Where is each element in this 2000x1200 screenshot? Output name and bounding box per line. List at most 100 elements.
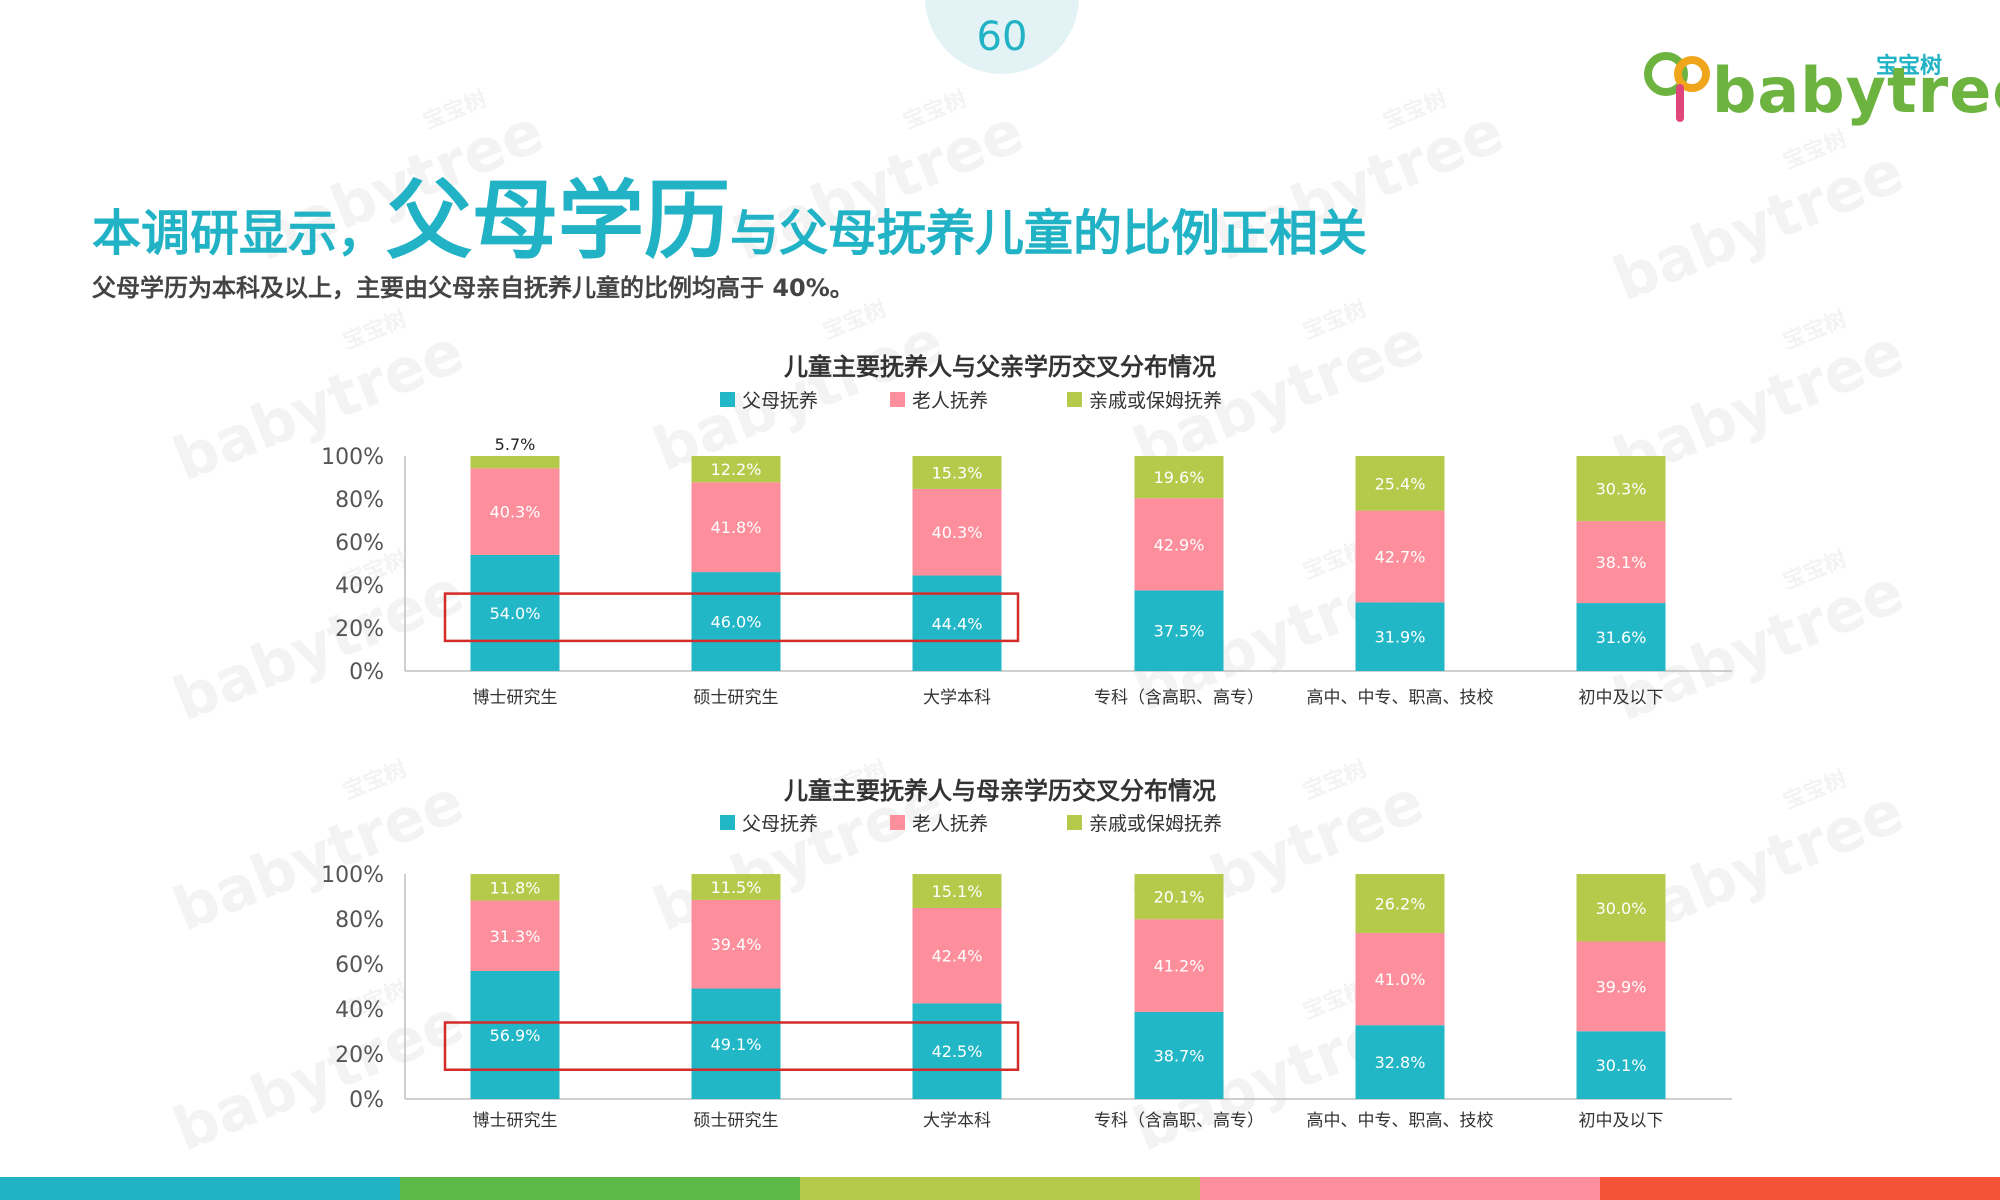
grandparents-segment — [1355, 932, 1445, 1026]
legend-label: 父母抚养 — [742, 390, 818, 412]
data-label: 40.3% — [932, 523, 983, 542]
grandparents-segment — [1134, 498, 1224, 591]
legend-label: 父母抚养 — [742, 813, 818, 835]
legend-label: 老人抚养 — [912, 390, 988, 412]
category-label: 初中及以下 — [1579, 688, 1664, 708]
data-label: 42.9% — [1154, 535, 1205, 554]
legend-label: 老人抚养 — [912, 813, 988, 835]
category-label: 大学本科 — [923, 1111, 991, 1130]
parents-segment — [912, 1003, 1002, 1099]
y-tick-label: 100% — [321, 863, 384, 888]
data-label: 26.2% — [1375, 894, 1426, 913]
highlight-box — [443, 1021, 1020, 1071]
stripe-segment — [1200, 1177, 1600, 1200]
parents-segment — [1355, 602, 1445, 671]
relatives-segment — [691, 456, 781, 483]
bottom-color-stripe — [0, 1177, 2000, 1200]
y-tick-label: 60% — [335, 531, 384, 556]
stripe-segment — [800, 1177, 1200, 1200]
data-label: 32.8% — [1375, 1053, 1426, 1072]
category-label: 博士研究生 — [473, 1111, 558, 1130]
category-label: 硕士研究生 — [694, 1111, 779, 1130]
data-label: 39.9% — [1596, 977, 1647, 996]
page-title: 本调研显示，父母学历与父母抚养儿童的比例正相关 — [92, 150, 1367, 275]
legend-swatch — [720, 815, 735, 830]
parents-segment — [470, 970, 560, 1099]
stripe-segment — [0, 1177, 400, 1200]
data-label: 42.5% — [932, 1042, 983, 1061]
data-label: 56.9% — [490, 1026, 541, 1045]
category-label: 专科（含高职、高专） — [1094, 688, 1264, 708]
category-label: 高中、中专、职高、技校 — [1307, 688, 1494, 708]
grandparents-segment — [1576, 941, 1666, 1032]
relatives-segment — [1355, 874, 1445, 933]
relatives-segment — [912, 874, 1002, 908]
relatives-segment — [470, 456, 560, 469]
data-label: 40.3% — [490, 503, 541, 522]
category-label: 硕士研究生 — [694, 688, 779, 708]
legend-swatch — [890, 392, 905, 407]
y-tick-label: 0% — [349, 660, 384, 685]
relatives-segment — [691, 874, 781, 900]
relatives-segment — [1134, 874, 1224, 920]
data-label: 30.1% — [1596, 1056, 1647, 1075]
y-tick-label: 0% — [349, 1088, 384, 1113]
y-tick-label: 40% — [335, 998, 384, 1023]
logo-chinese: 宝宝树 — [1876, 54, 1943, 79]
data-label: 41.2% — [1154, 957, 1205, 976]
relatives-segment — [1134, 456, 1224, 499]
data-label: 31.3% — [490, 927, 541, 946]
relatives-segment — [912, 456, 1002, 489]
y-tick-label: 60% — [335, 953, 384, 978]
parents-segment — [691, 572, 781, 671]
legend-swatch — [720, 392, 735, 407]
chart-title: 儿童主要抚养人与母亲学历交叉分布情况 — [784, 777, 1216, 805]
category-label: 高中、中专、职高、技校 — [1307, 1111, 1494, 1130]
y-tick-label: 80% — [335, 908, 384, 933]
data-label: 41.0% — [1375, 970, 1426, 989]
y-tick-label: 20% — [335, 617, 384, 642]
y-tick-label: 40% — [335, 574, 384, 599]
chart-title: 儿童主要抚养人与父亲学历交叉分布情况 — [784, 353, 1216, 381]
legend-swatch — [1067, 392, 1082, 407]
category-label: 大学本科 — [923, 688, 991, 708]
y-tick-label: 20% — [335, 1043, 384, 1068]
parents-segment — [691, 988, 781, 1099]
data-label: 30.0% — [1596, 899, 1647, 918]
data-label: 49.1% — [711, 1035, 762, 1054]
parents-segment — [1355, 1025, 1445, 1099]
data-label: 20.1% — [1154, 888, 1205, 907]
parents-segment — [1134, 1011, 1224, 1099]
y-tick-label: 100% — [321, 445, 384, 470]
data-label: 15.1% — [932, 882, 983, 901]
stripe-segment — [400, 1177, 800, 1200]
parents-segment — [1134, 590, 1224, 671]
data-label: 11.5% — [711, 878, 762, 897]
relatives-segment — [470, 874, 560, 901]
legend-swatch — [890, 815, 905, 830]
grandparents-segment — [1134, 919, 1224, 1012]
data-label: 42.4% — [932, 947, 983, 966]
data-label: 46.0% — [711, 613, 762, 632]
category-label: 博士研究生 — [473, 688, 558, 708]
data-label: 31.6% — [1596, 628, 1647, 647]
grandparents-segment — [912, 907, 1002, 1004]
legend-swatch — [1067, 815, 1082, 830]
parents-segment — [912, 575, 1002, 671]
category-label: 初中及以下 — [1579, 1111, 1664, 1130]
y-tick-label: 80% — [335, 488, 384, 513]
grandparents-segment — [470, 900, 560, 971]
data-label: 30.3% — [1596, 480, 1647, 499]
data-label: 42.7% — [1375, 548, 1426, 567]
page-number: 60 — [976, 14, 1028, 60]
stripe-segment — [1600, 1177, 2000, 1200]
parents-segment — [470, 554, 560, 671]
data-label: 39.4% — [711, 935, 762, 954]
data-label: 12.2% — [711, 460, 762, 479]
grandparents-segment — [1576, 521, 1666, 604]
data-label: 11.8% — [490, 878, 541, 897]
title-part-1: 本调研显示， — [92, 205, 387, 262]
category-label: 专科（含高职、高专） — [1094, 1111, 1264, 1130]
babytree-logo-icon — [1644, 52, 1710, 122]
